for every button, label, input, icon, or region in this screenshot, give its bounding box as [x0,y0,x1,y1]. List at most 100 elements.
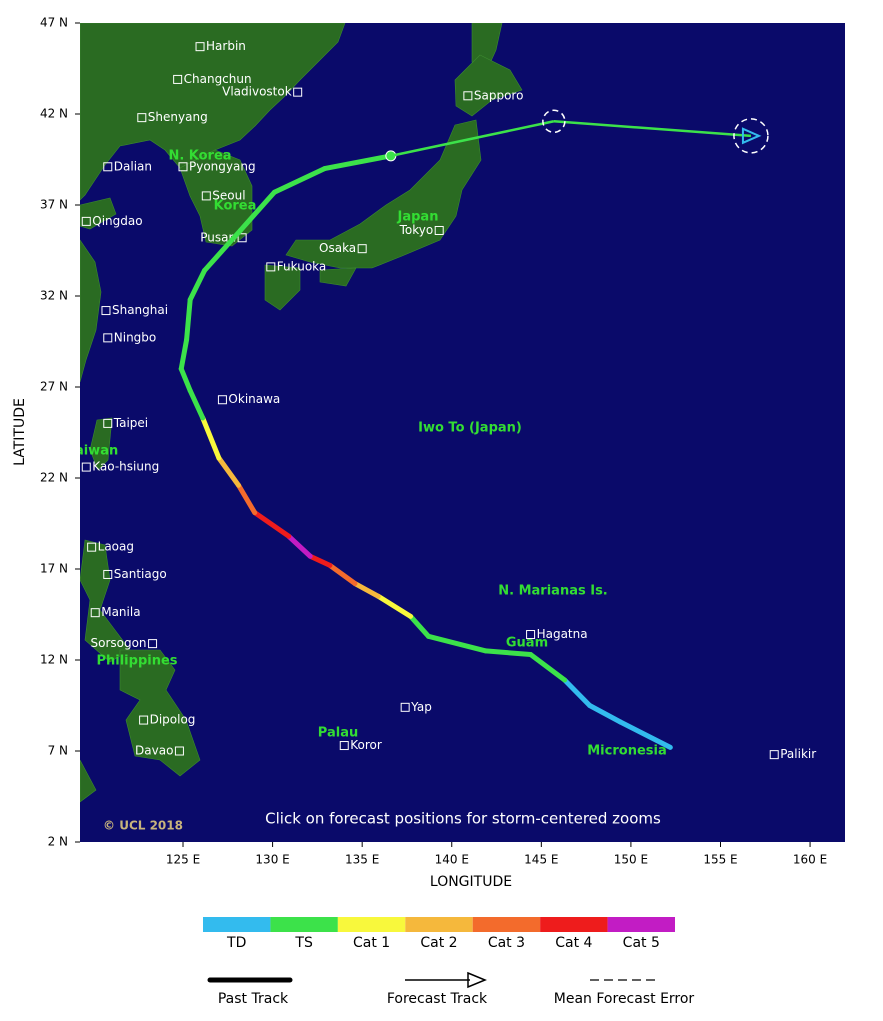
forecast-segment [390,120,555,158]
x-tick-label: 130 E [255,853,289,867]
track-segment [187,268,208,303]
track-segment [216,455,242,488]
x-tick-label: 140 E [435,853,469,867]
forecast-segment [553,120,752,138]
x-tick-label: 160 E [793,853,827,867]
city-label: Koror [350,738,382,752]
legend-category: TS [294,935,313,951]
city-label: Laoag [98,540,134,554]
city-marker [357,244,367,254]
track-segment [202,227,243,274]
city-label: Fukuoka [277,259,326,273]
track-segment [587,703,623,725]
legend-category: TD [226,935,246,951]
city-marker [195,42,205,52]
city-marker [769,750,779,760]
city-label: Manila [101,605,140,619]
track-segment [352,581,381,599]
legend-label: Mean Forecast Error [554,991,695,1007]
region-label: Korea [214,199,257,214]
city-marker [201,191,211,201]
track-segment [408,613,431,639]
track-segment [236,482,258,516]
track-segment [483,648,534,658]
legend-category: Cat 2 [420,935,457,951]
city-marker [137,113,147,123]
track-segment [184,297,193,343]
city-label: Davao [135,744,173,758]
track-segment [425,633,489,654]
y-tick-label: 37 N [40,198,68,212]
track-segment [187,388,206,421]
city-marker [87,542,97,552]
region-label: Palau [318,726,358,741]
y-tick-label: 27 N [40,380,68,394]
legend-swatch [203,917,271,932]
region-label: Taiwan [68,444,118,459]
legend-category: Cat 1 [353,935,390,951]
land: N. Korea Korea Japan Iwo To (Japan) Taiw… [68,23,667,803]
y-tick-label: 47 N [40,16,68,30]
track-segment [307,553,333,568]
track-segment [375,593,414,619]
legend-swatch [270,917,338,932]
city-label: Dalian [114,159,152,173]
legend-label: Forecast Track [387,991,488,1007]
x-tick-label: 150 E [614,853,648,867]
region-label: Guam [506,636,548,651]
y-tick-label: 32 N [40,289,68,303]
city-label: Taipei [113,416,148,430]
y-tick-label: 22 N [40,471,68,485]
y-tick-label: 17 N [40,562,68,576]
x-axis-label: LONGITUDE [430,874,512,890]
city-label: Sapporo [474,88,524,102]
city-label: Kao-hsiung [92,460,159,474]
region-label: Micronesia [587,744,666,759]
track-segment [286,533,313,559]
city-marker [178,162,188,172]
city-marker [81,462,91,472]
copyright: © UCL 2018 [103,819,183,833]
legend: Past Track Forecast Track Mean Forecast … [203,917,694,1007]
x-tick-label: 125 E [166,853,200,867]
legend-category: Cat 4 [555,935,592,951]
track-segment [327,562,358,587]
city-label: Sorsogon [90,636,146,650]
track-segment [617,719,673,750]
y-tick-label: 42 N [40,107,68,121]
region-label: Japan [397,210,439,225]
note: Click on forecast positions for storm-ce… [265,810,661,828]
city-marker [173,74,183,84]
city-label: Palikir [780,747,816,761]
region-label: N. Marianas Is. [498,584,608,599]
track-segment [271,166,328,195]
track-segment [237,189,277,233]
forecast-position[interactable] [733,118,769,154]
track-segment [322,153,394,172]
city-marker [103,569,113,579]
city-marker [526,630,536,640]
city-label: Okinawa [228,392,280,406]
city-label: Tokyo [399,223,434,237]
forecast-arrow [741,127,762,145]
forecast-position[interactable] [542,109,566,134]
legend-swatch [472,917,541,932]
city-label: Yap [410,700,432,714]
city-marker [266,262,276,272]
track-segment [562,677,593,708]
legend-swatch [540,917,608,932]
city-marker [101,306,111,316]
track [178,109,769,750]
city-marker [174,746,184,756]
legend-category: Cat 5 [623,935,660,951]
track-segment [252,510,292,539]
track-segment [178,337,190,372]
x-tick-label: 135 E [345,853,379,867]
x-tick-label: 155 E [703,853,737,867]
region-label: Philippines [96,654,177,669]
x-tick-label: 145 E [524,853,558,867]
y-tick-label: 12 N [40,653,68,667]
city-marker [293,87,303,97]
y-axis-label: LATITUDE [12,398,28,466]
